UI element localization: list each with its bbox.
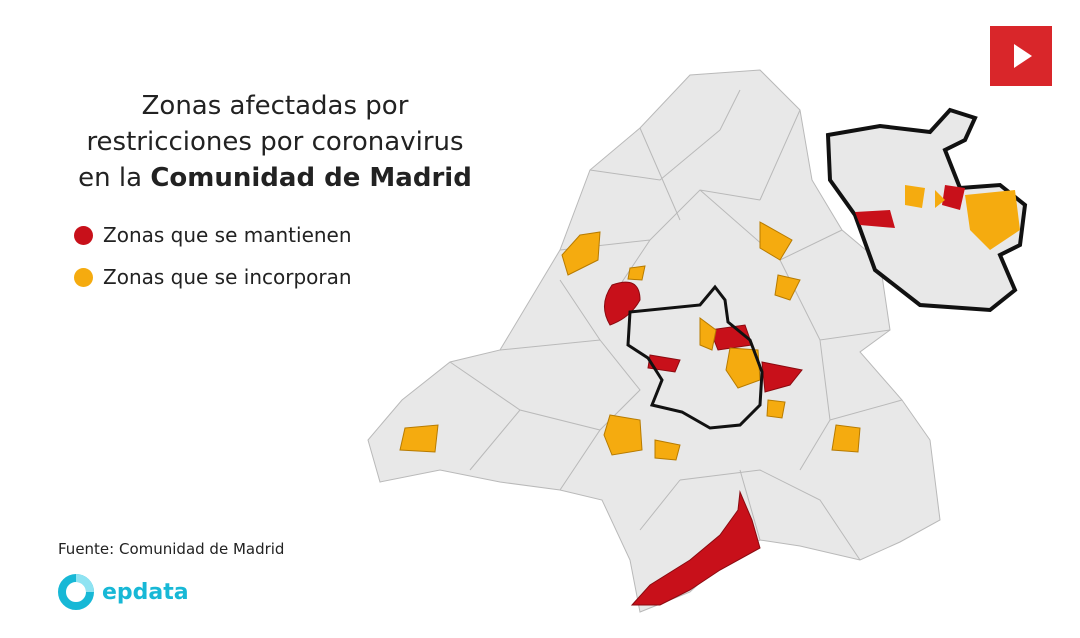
play-button[interactable]: [990, 26, 1052, 86]
title-line: Zonas afectadas por: [141, 91, 409, 121]
inset: [825, 107, 1028, 313]
legend-swatch: [74, 225, 93, 245]
legend: Zonas que se mantienen Zonas que se incor…: [74, 214, 352, 298]
play-icon: [1014, 44, 1032, 68]
legend-item: Zonas que se mantienen: [74, 214, 352, 256]
legend-item: Zonas que se incorporan: [74, 256, 352, 298]
legend-swatch: [74, 267, 93, 287]
logo: epdata: [58, 574, 189, 610]
title-prefix: en la: [78, 163, 143, 193]
title-line: en la Comunidad de Madrid: [40, 160, 510, 196]
zones-added: [399, 221, 861, 461]
capital-outline: [626, 284, 764, 430]
title-line: restricciones por coronavirus: [86, 127, 464, 157]
source: Fuente: Comunidad de Madrid: [58, 540, 285, 558]
title-emphasis: Comunidad de Madrid: [150, 163, 472, 193]
logo-text: epdata: [102, 579, 189, 605]
title: Zonas afectadas por restricciones por co…: [40, 88, 510, 196]
logo-icon: [58, 574, 94, 610]
legend-label: Zonas que se incorporan: [103, 265, 352, 289]
legend-label: Zonas que se mantienen: [103, 223, 352, 247]
